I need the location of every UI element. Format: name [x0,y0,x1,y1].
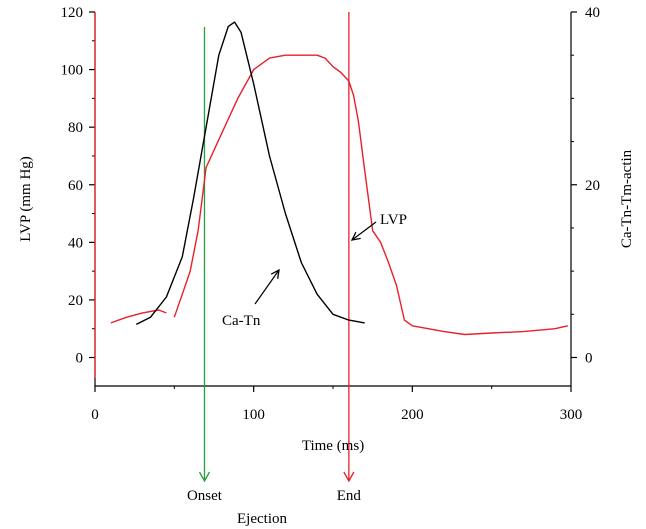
y-left-tick-label: 80 [68,120,83,136]
x-tick-label: 0 [91,407,99,423]
y-left-tick-label: 40 [68,235,83,251]
y-axis-title-right: Ca-Tn-Tm-actin [619,149,635,248]
y-left-tick-label: 20 [68,293,83,309]
y-right-tick-label: 20 [585,178,600,194]
ejection-label: Ejection [237,511,287,527]
left-axis-ticks: 0 20 40 60 80 100 120 [61,5,95,367]
lvp-annotation-label: LVP [380,212,407,228]
onset-marker-label: Onset [187,488,223,504]
series-lines [110,21,568,336]
lvp-series-line [173,54,568,336]
y-left-tick-label: 60 [68,178,83,194]
ca-tn-series-line [135,21,365,326]
y-left-tick-label: 0 [76,351,84,367]
vertical-markers: Onset End [94,12,362,504]
right-axis-ticks: 0 20 40 [571,5,600,367]
x-axis-ticks: 0 100 200 300 [91,386,582,423]
x-tick-label: 100 [242,407,265,423]
y-left-tick-label: 120 [61,5,84,21]
catn-annotation-label: Ca-Tn [222,313,261,329]
lvp-annotation-arrow [352,221,377,240]
x-tick-label: 200 [401,407,424,423]
y-axis-title-left: LVP (mm Hg) [18,156,34,242]
x-tick-label: 300 [560,407,583,423]
catn-annotation-arrow [254,270,279,305]
end-marker-arrowhead [343,471,355,483]
end-marker-label: End [337,488,362,504]
y-right-tick-label: 40 [585,5,600,21]
x-axis-title: Time (ms) [302,438,364,454]
y-right-tick-label: 0 [585,351,593,367]
y-left-tick-label: 100 [61,63,84,79]
onset-marker-arrowhead [198,471,211,483]
lvp-series-line [110,309,167,324]
